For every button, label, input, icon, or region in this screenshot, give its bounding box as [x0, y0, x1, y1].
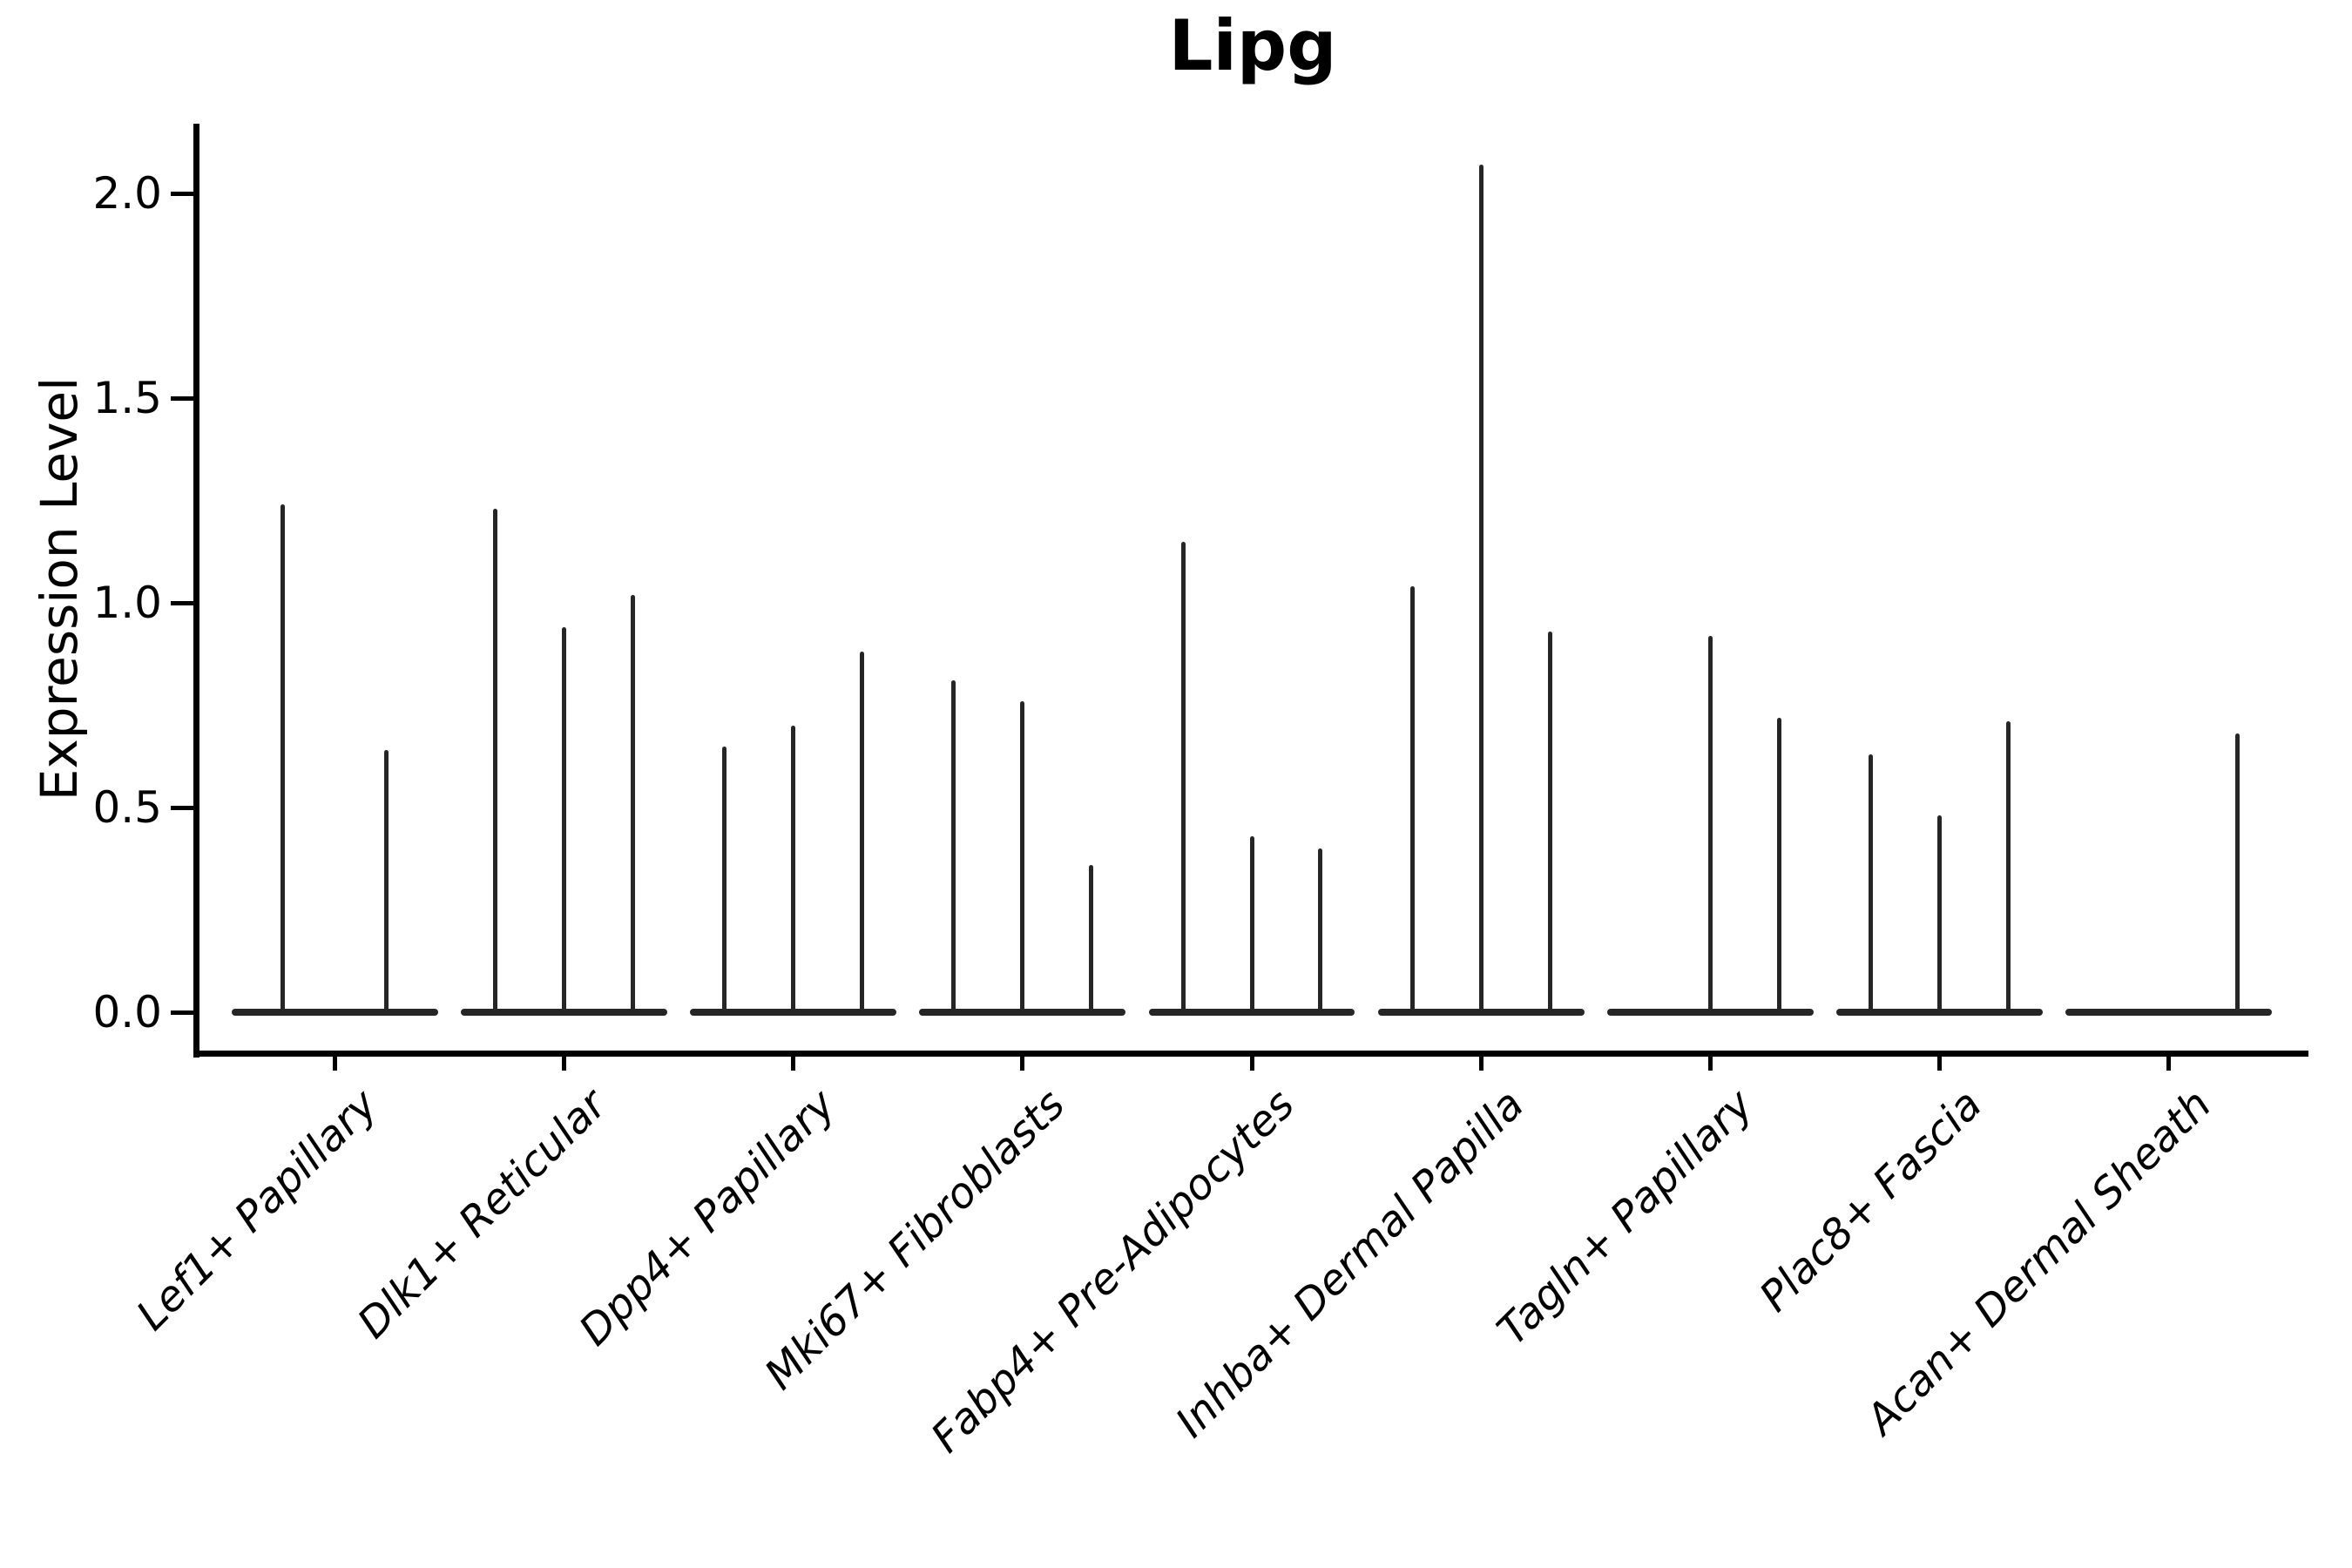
violin-spike — [561, 627, 566, 1016]
violin-spike — [492, 508, 497, 1016]
violin-spike — [1937, 815, 1943, 1016]
violin-baseline — [231, 1009, 438, 1016]
violin-spike — [2235, 733, 2240, 1016]
violin-spike — [1478, 165, 1484, 1016]
x-tick — [332, 1057, 337, 1071]
violin-spike — [1089, 864, 1094, 1016]
y-tick-label: 2.0 — [92, 168, 162, 219]
violin-spike — [1180, 541, 1186, 1016]
violin-spike — [1249, 835, 1254, 1016]
violin-spike — [2006, 721, 2011, 1016]
violin-spike — [630, 594, 635, 1016]
violin-spike — [860, 652, 865, 1016]
violin-spike — [1869, 754, 1874, 1016]
x-tick-label: Dlk1+ Reticular — [348, 1080, 617, 1348]
y-tick — [171, 395, 193, 401]
violin-spike — [791, 726, 796, 1016]
x-tick — [1707, 1057, 1713, 1071]
plot-title: Lipg — [1168, 5, 1337, 86]
y-tick — [171, 600, 193, 605]
violin-spike — [1707, 635, 1713, 1016]
y-tick — [171, 191, 193, 196]
violin-spike — [1776, 717, 1781, 1016]
x-tick — [1478, 1057, 1484, 1071]
violin-spike — [1409, 586, 1415, 1016]
violin-spike — [951, 680, 956, 1016]
y-tick — [171, 1010, 193, 1015]
x-tick-label: Lef1+ Papillary — [126, 1080, 387, 1341]
x-tick-label: Fabp4+ Pre-Adipocytes — [922, 1080, 1304, 1463]
x-tick — [2166, 1057, 2172, 1071]
x-tick — [1937, 1057, 1943, 1071]
x-tick-label: Plac8+ Fascia — [1750, 1080, 1992, 1321]
y-tick-label: 1.0 — [92, 578, 162, 628]
x-tick — [1020, 1057, 1025, 1071]
x-tick — [1249, 1057, 1254, 1071]
y-tick-label: 0.0 — [92, 987, 162, 1037]
violin-spike — [1547, 631, 1552, 1016]
x-tick — [561, 1057, 566, 1071]
x-tick-label: Tagln+ Papillary — [1487, 1080, 1763, 1355]
y-axis-spine — [193, 124, 199, 1058]
violin-baseline — [2065, 1009, 2273, 1016]
violin-spike — [280, 504, 286, 1016]
y-tick — [171, 805, 193, 810]
violin-spike — [1318, 848, 1323, 1016]
violin-spike — [1020, 700, 1025, 1016]
y-tick-label: 0.5 — [92, 782, 162, 833]
x-tick-label: Dpp4+ Papillary — [570, 1080, 846, 1355]
x-tick — [791, 1057, 796, 1071]
violin-spike — [722, 746, 727, 1016]
x-axis-spine — [193, 1051, 2308, 1057]
y-tick-label: 1.5 — [92, 373, 162, 423]
violin-spike — [383, 750, 389, 1016]
